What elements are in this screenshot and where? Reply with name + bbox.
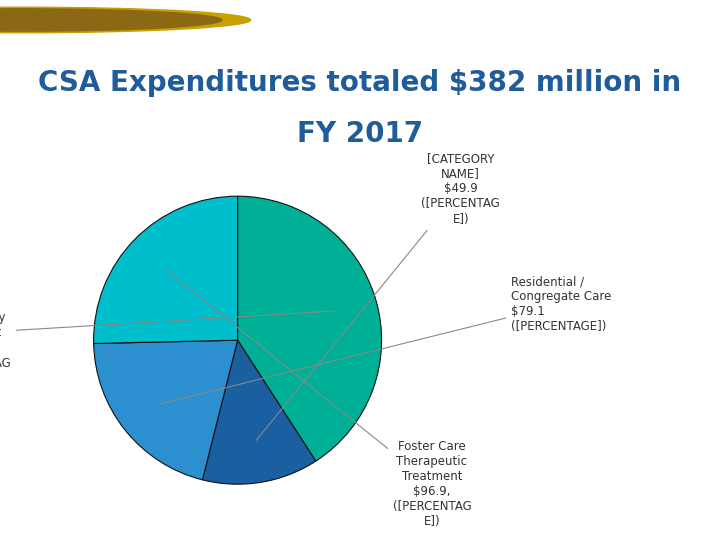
Text: FY 2017: FY 2017 [297,120,423,148]
Wedge shape [94,196,238,343]
Text: Special
Education
Private Day
Placement
$[VALUE]
([PERCENTAG
E]): Special Education Private Day Placement … [0,281,334,384]
Wedge shape [94,340,238,480]
Text: [CATEGORY
NAME]
$49.9
([PERCENTAG
E]): [CATEGORY NAME] $49.9 ([PERCENTAG E]) [256,152,500,440]
Wedge shape [238,196,382,461]
Wedge shape [202,340,316,484]
Text: Foster Care
Therapeutic
Treatment
$96.9,
([PERCENTAG
E]): Foster Care Therapeutic Treatment $96.9,… [166,269,472,528]
Text: Residential /
Congregate Care
$79.1
([PERCENTAGE]): Residential / Congregate Care $79.1 ([PE… [159,275,611,404]
Text: 25: 25 [686,11,709,29]
Text: CSA Expenditures totaled $382 million in: CSA Expenditures totaled $382 million in [38,69,682,97]
Circle shape [0,7,251,33]
Circle shape [0,9,222,31]
